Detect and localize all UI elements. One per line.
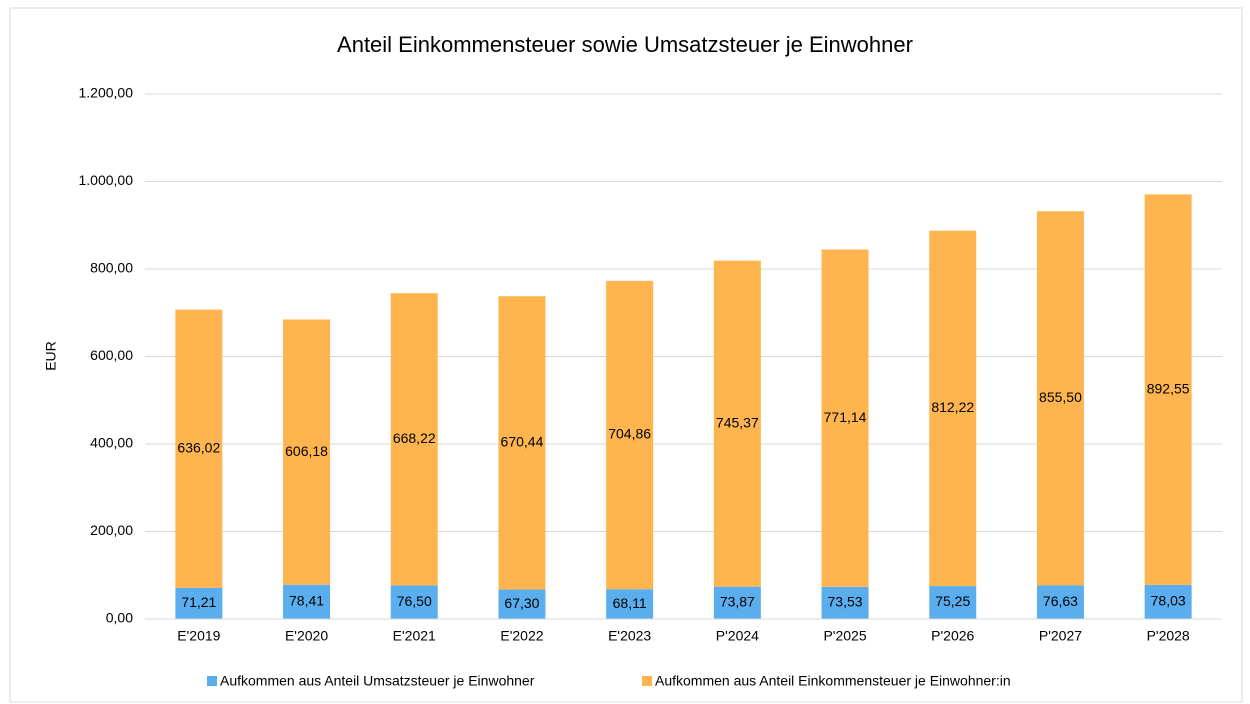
data-label: 71,21	[181, 594, 216, 610]
data-label: 606,18	[285, 443, 328, 459]
x-tick-label: E'2023	[608, 628, 651, 644]
x-tick-label: E'2021	[393, 628, 436, 644]
data-label: 78,03	[1151, 593, 1186, 609]
bar-segment	[1144, 584, 1192, 619]
bar-segment	[498, 296, 546, 590]
x-tick-label: P'2024	[716, 628, 759, 644]
bar-segment	[821, 586, 869, 619]
x-tick-label: E'2022	[500, 628, 543, 644]
x-tick-label: P'2027	[1039, 628, 1082, 644]
data-label: 892,55	[1147, 380, 1190, 396]
y-tick-label: 200,00	[90, 522, 133, 538]
y-tick-label: 600,00	[90, 347, 133, 363]
legend-swatch	[642, 676, 652, 686]
data-label: 704,86	[608, 426, 651, 442]
data-label: 75,25	[935, 593, 970, 609]
bar-segment	[821, 249, 869, 587]
bar-segment	[1036, 211, 1084, 586]
data-label: 670,44	[501, 434, 544, 450]
data-label: 67,30	[504, 595, 539, 611]
bar-segment	[175, 587, 223, 619]
y-axis-label: EUR	[43, 341, 59, 371]
legend-label: Aufkommen aus Anteil Umsatzsteuer je Ein…	[220, 673, 535, 689]
data-label: 771,14	[824, 409, 867, 425]
data-label: 745,37	[716, 414, 759, 430]
data-label: 73,53	[828, 594, 863, 610]
y-tick-label: 400,00	[90, 435, 133, 451]
bar-segment	[175, 309, 223, 588]
data-label: 68,11	[613, 595, 647, 611]
bar-segment	[713, 260, 761, 587]
y-tick-label: 1.200,00	[79, 85, 134, 101]
x-tick-label: E'2020	[285, 628, 328, 644]
y-tick-label: 800,00	[90, 260, 133, 276]
data-label: 812,22	[931, 399, 974, 415]
bar-segment	[1036, 585, 1084, 619]
data-label: 668,22	[393, 430, 436, 446]
bar-segment	[283, 319, 331, 585]
data-label: 78,41	[289, 593, 324, 609]
y-tick-label: 0,00	[106, 610, 133, 626]
data-label: 76,63	[1043, 593, 1078, 609]
bar-segment	[390, 293, 438, 586]
bar-segment	[929, 586, 977, 619]
bar-segment	[498, 589, 546, 619]
data-label: 636,02	[177, 439, 220, 455]
x-tick-label: P'2025	[823, 628, 866, 644]
chart-title: Anteil Einkommensteuer sowie Umsatzsteue…	[337, 32, 913, 57]
data-label: 855,50	[1039, 389, 1082, 405]
x-tick-label: E'2019	[177, 628, 220, 644]
bar-segment	[929, 230, 977, 587]
bar-segment	[606, 280, 654, 590]
y-tick-label: 1.000,00	[79, 172, 134, 188]
data-label: 76,50	[397, 593, 432, 609]
x-tick-label: P'2028	[1147, 628, 1190, 644]
bar-segment	[390, 585, 438, 619]
data-label: 73,87	[720, 594, 755, 610]
bar-segment	[713, 586, 761, 619]
legend-label: Aufkommen aus Anteil Einkommensteuer je …	[655, 673, 1011, 689]
bar-segment	[1144, 194, 1192, 585]
bar-segment	[283, 584, 331, 619]
x-tick-label: P'2026	[931, 628, 974, 644]
legend-swatch	[207, 676, 217, 686]
bar-segment	[606, 589, 654, 619]
